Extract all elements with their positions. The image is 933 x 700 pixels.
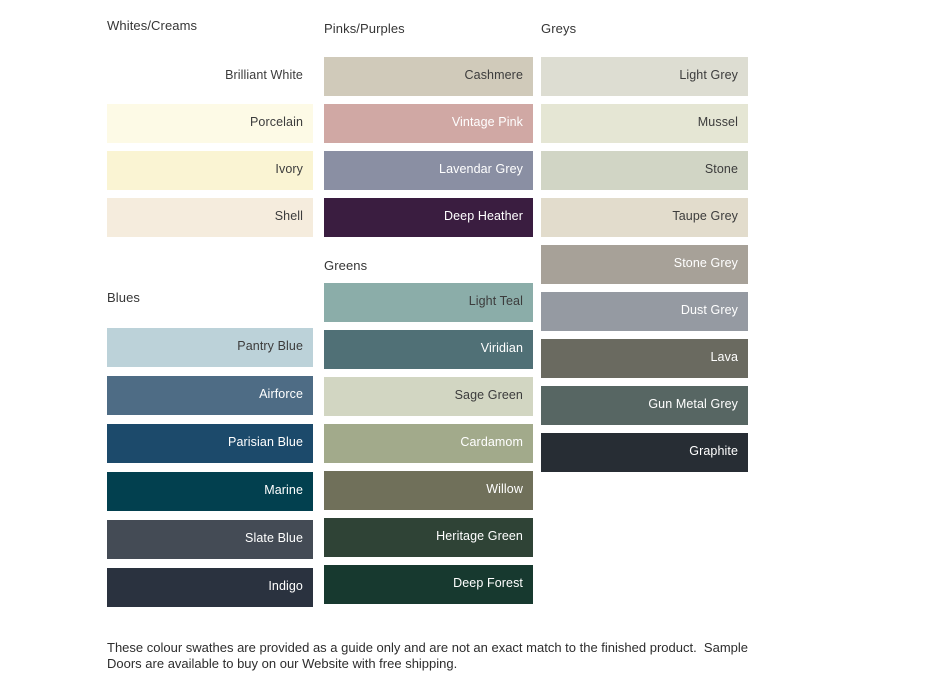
- swatch-label: Ivory: [275, 161, 303, 176]
- swatch-label: Viridian: [480, 340, 523, 355]
- swatch-lavendar-grey: Lavendar Grey: [324, 151, 533, 190]
- swatch-heritage-green: Heritage Green: [324, 518, 533, 557]
- section-title-pinks-purples: Pinks/Purples: [324, 21, 405, 36]
- swatch-gun-metal-grey: Gun Metal Grey: [541, 386, 748, 425]
- swatch-label: Stone Grey: [673, 255, 738, 270]
- swatch-label: Pantry Blue: [237, 338, 303, 353]
- swatch-graphite: Graphite: [541, 433, 748, 472]
- section-title-greys: Greys: [541, 21, 577, 36]
- swatch-label: Slate Blue: [245, 530, 303, 545]
- section-blues: Blues Pantry Blue Airforce Parisian Blue Mar…: [107, 290, 313, 607]
- swatch-label: Indigo: [268, 578, 303, 593]
- disclaimer-line-2: Doors are available to buy on our Websit…: [107, 655, 458, 671]
- swatch-cardamom: Cardamom: [324, 424, 533, 463]
- swatch-label: Deep Forest: [453, 575, 523, 590]
- column-greys: Greys Light Grey Mussel Stone Taupe Grey Ston…: [541, 21, 748, 480]
- section-title-blues: Blues: [107, 290, 141, 305]
- swatch-porcelain: Porcelain: [107, 104, 313, 143]
- swatch-vintage-pink: Vintage Pink: [324, 104, 533, 143]
- swatch-label: Deep Heather: [443, 208, 523, 223]
- swatch-label: Marine: [264, 482, 303, 497]
- swatch-deep-forest: Deep Forest: [324, 565, 533, 604]
- swatch-label: Dust Grey: [680, 302, 738, 317]
- swatch-label: Shell: [274, 208, 303, 223]
- disclaimer-line-1: These colour swathes are provided as a g…: [107, 640, 748, 655]
- swatch-label: Lavendar Grey: [439, 161, 523, 176]
- swatch-light-grey: Light Grey: [541, 57, 748, 96]
- swatch-cashmere: Cashmere: [324, 57, 533, 96]
- swatch-lava: Lava: [541, 339, 748, 378]
- swatch-label: Heritage Green: [436, 528, 523, 543]
- swatch-mussel: Mussel: [541, 104, 748, 143]
- swatch-ivory: Ivory: [107, 151, 313, 190]
- swatch-deep-heather: Deep Heather: [324, 198, 533, 237]
- swatch-label: Airforce: [259, 386, 303, 401]
- swatch-pantry-blue: Pantry Blue: [107, 328, 313, 367]
- swatch-shell: Shell: [107, 198, 313, 237]
- section-title-whites-creams: Whites/Creams: [107, 18, 198, 33]
- swatch-marine: Marine: [107, 472, 313, 511]
- swatch-taupe-grey: Taupe Grey: [541, 198, 748, 237]
- swatch-label: Willow: [486, 481, 523, 496]
- swatch-label: Stone: [704, 161, 738, 176]
- section-greys: Greys Light Grey Mussel Stone Taupe Grey Ston…: [541, 21, 748, 472]
- swatch-label: Light Teal: [468, 293, 523, 308]
- column-pinks-purples-greens: Pinks/Purples Cashmere Vintage Pink Lavenda…: [324, 21, 533, 612]
- swatch-parisian-blue: Parisian Blue: [107, 424, 313, 463]
- swatch-label: Taupe Grey: [672, 208, 738, 223]
- swatch-label: Vintage Pink: [451, 114, 523, 129]
- swatch-label: Cashmere: [464, 67, 523, 82]
- swatch-label: Sage Green: [454, 387, 523, 402]
- swatch-label: Brilliant White: [225, 67, 303, 82]
- disclaimer-text: These colour swathes are provided as a g…: [107, 640, 767, 671]
- swatch-slate-blue: Slate Blue: [107, 520, 313, 559]
- swatch-dust-grey: Dust Grey: [541, 292, 748, 331]
- swatch-light-teal: Light Teal: [324, 283, 533, 322]
- swatch-label: Graphite: [689, 443, 738, 458]
- swatch-brilliant-white: Brilliant White: [107, 57, 313, 96]
- swatch-label: Light Grey: [679, 67, 738, 82]
- swatch-label: Lava: [710, 349, 738, 364]
- section-title-greens: Greens: [324, 258, 368, 273]
- swatch-label: Gun Metal Grey: [648, 396, 738, 411]
- swatch-label: Porcelain: [249, 114, 303, 129]
- swatch-stone: Stone: [541, 151, 748, 190]
- section-whites-creams: Whites/Creams Brilliant White Porcelain Ivo…: [107, 18, 313, 237]
- swatch-stone-grey: Stone Grey: [541, 245, 748, 284]
- swatch-sage-green: Sage Green: [324, 377, 533, 416]
- swatch-indigo: Indigo: [107, 568, 313, 607]
- swatch-label: Mussel: [697, 114, 738, 129]
- swatch-viridian: Viridian: [324, 330, 533, 369]
- swatch-airforce: Airforce: [107, 376, 313, 415]
- section-greens: Greens Light Teal Viridian Sage Green Cardam…: [324, 258, 533, 604]
- swatch-label: Cardamom: [460, 434, 523, 449]
- swatch-label: Parisian Blue: [228, 434, 303, 449]
- column-whites-creams-blues: Whites/Creams Brilliant White Porcelain Ivo…: [107, 18, 313, 616]
- swatch-willow: Willow: [324, 471, 533, 510]
- section-pinks-purples: Pinks/Purples Cashmere Vintage Pink Lavenda…: [324, 21, 533, 237]
